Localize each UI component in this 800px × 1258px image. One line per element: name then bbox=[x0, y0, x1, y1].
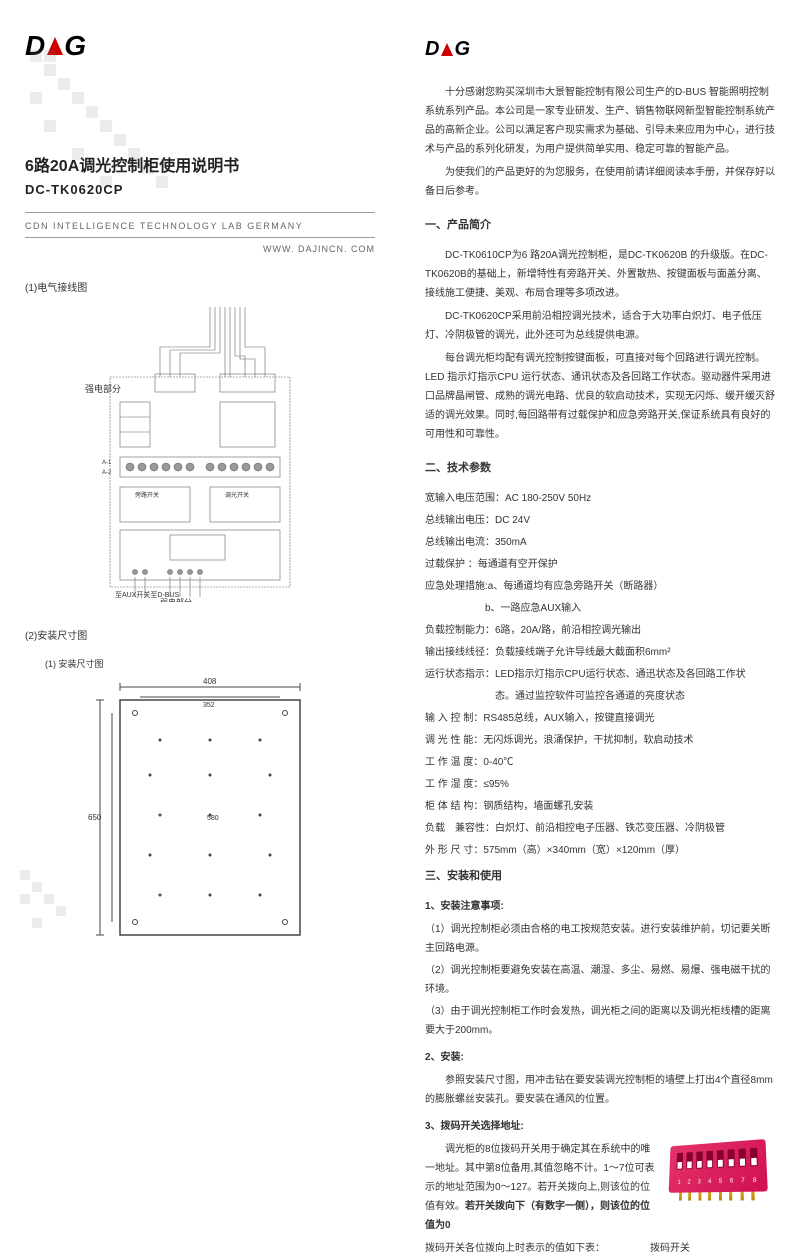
note-4: 参照安装尺寸图，用冲击钻在要安装调光控制柜的墙壁上打出4个直径8mm的膨胀螺丝安… bbox=[425, 1071, 775, 1109]
logo-text-2: G bbox=[64, 30, 87, 62]
svg-text:352: 352 bbox=[203, 702, 215, 709]
model-number: DC-TK0620CP bbox=[25, 182, 375, 197]
logo-text-2: G bbox=[454, 30, 471, 68]
note-1: （1）调光控制柜必须由合格的电工按规范安装。进行安装维护前，切记要关断主回路电源… bbox=[425, 920, 775, 958]
svg-text:调光开关: 调光开关 bbox=[225, 491, 249, 499]
left-page: D G 6路20A调光控制柜使用说明书 DC-TK0620CP CDN INTE… bbox=[0, 0, 400, 1129]
spec-item: 态。通过监控软件可监控各通道的亮度状态 bbox=[425, 687, 775, 706]
spec-item: b、一路应急AUX输入 bbox=[425, 599, 775, 618]
section-heading-1: 一、产品简介 bbox=[425, 215, 775, 236]
subheading-3: 3、拨码开关选择地址: bbox=[425, 1117, 775, 1136]
svg-text:旁路开关: 旁路开关 bbox=[135, 491, 159, 499]
svg-text:650: 650 bbox=[88, 813, 102, 822]
section-2-label: (2)安装尺寸图 bbox=[25, 627, 375, 642]
note-3: （3）由于调光控制柜工作时会发热，调光柜之间的距离以及调光柜线槽的距离要大于20… bbox=[425, 1002, 775, 1040]
spec-item: 外 形 尺 寸：575mm（高）×340mm（宽）×120mm（厚） bbox=[425, 841, 775, 860]
spec-item: 负载 兼容性：白炽灯、前沿相控电子压器、铁芯变压器、冷阴极管 bbox=[425, 819, 775, 838]
logo-triangle-icon bbox=[47, 37, 63, 55]
wiring-diagram: 强电部分 A-1 A-2 bbox=[60, 302, 340, 602]
spec-item: 运行状态指示：LED指示灯指示CPU运行状态、通迅状态及各回路工作状 bbox=[425, 665, 775, 684]
svg-text:A-2: A-2 bbox=[102, 470, 112, 476]
divider bbox=[25, 212, 375, 213]
title-block: 6路20A调光控制柜使用说明书 DC-TK0620CP CDN INTELLIG… bbox=[25, 152, 375, 254]
dimension-diagram: 408 352 650 580 bbox=[70, 675, 330, 945]
spec-item: 工 作 温 度：0-40℃ bbox=[425, 753, 775, 772]
intro-paragraph-2: 为使我们的产品更好的为您服务，在使用前请详细阅读本手册，并保存好以备日后参考。 bbox=[425, 163, 775, 201]
svg-text:A-1: A-1 bbox=[102, 460, 112, 466]
product-desc-2: DC-TK0620CP采用前沿相控调光技术，适合于大功率白炽灯、电子低压灯、冷阴… bbox=[425, 307, 775, 345]
logo-triangle-icon bbox=[441, 43, 453, 56]
spec-item: 工 作 湿 度：≤95% bbox=[425, 775, 775, 794]
intro-paragraph-1: 十分感谢您购买深圳市大景智能控制有限公司生产的D-BUS 智能照明控制系统系列产… bbox=[425, 83, 775, 159]
spec-item: 输出接线线径：负载接线端子允许导线最大截面积6mm² bbox=[425, 643, 775, 662]
subtitle: CDN INTELLIGENCE TECHNOLOGY LAB GERMANY bbox=[25, 221, 375, 231]
product-desc-1: DC-TK0610CP为6 路20A调光控制柜，是DC-TK0620B 的升级版… bbox=[425, 246, 775, 303]
subheading-1: 1、安装注意事项: bbox=[425, 897, 775, 916]
svg-text:弱电部分: 弱电部分 bbox=[160, 597, 192, 602]
note-6: 拨码开关各位拨向上时表示的值如下表： 拨码开关 bbox=[425, 1239, 775, 1258]
spec-item: 宽输入电压范围：AC 180-250V 50Hz bbox=[425, 489, 775, 508]
spec-item: 总线输出电流：350mA bbox=[425, 533, 775, 552]
spec-item: 应急处理措施:a、每通道均有应急旁路开关（断路器） bbox=[425, 577, 775, 596]
dim-sublabel: (1) 安装尺寸图 bbox=[45, 657, 375, 670]
right-page: D G 十分感谢您购买深圳市大景智能控制有限公司生产的D-BUS 智能照明控制系… bbox=[400, 0, 800, 1129]
section-heading-2: 二、技术参数 bbox=[425, 458, 775, 479]
spec-item: 调 光 性 能：无闪烁调光，浪涌保护，干扰抑制，软启动技术 bbox=[425, 731, 775, 750]
spec-item: 过载保护 ：每通道有空开保护 bbox=[425, 555, 775, 574]
section-1-label: (1)电气接线图 bbox=[25, 279, 375, 294]
divider bbox=[25, 237, 375, 238]
website: WWW. DAJINCN. COM bbox=[25, 244, 375, 254]
note-2: （2）调光控制柜要避免安装在高温、潮湿、多尘、易燃、易爆、强电磁干扰的环境。 bbox=[425, 961, 775, 999]
main-title: 6路20A调光控制柜使用说明书 bbox=[25, 152, 375, 176]
specs-list: 宽输入电压范围：AC 180-250V 50Hz 总线输出电压：DC 24V 总线输… bbox=[425, 489, 775, 860]
logo-text-1: D bbox=[25, 30, 46, 62]
svg-text:580: 580 bbox=[207, 815, 219, 822]
spec-item: 输 入 控 制：RS485总线，AUX输入，按键直接调光 bbox=[425, 709, 775, 728]
spec-item: 柜 体 结 构：钢质结构，墙面螺孔安装 bbox=[425, 797, 775, 816]
section-heading-3: 三、安装和使用 bbox=[425, 866, 775, 887]
dip-switch-image: 12 34 56 78 bbox=[665, 1142, 775, 1217]
svg-text:强电部分: 强电部分 bbox=[85, 383, 121, 394]
logo: D G bbox=[25, 30, 375, 62]
subheading-2: 2、安装: bbox=[425, 1048, 775, 1067]
spec-item: 负载控制能力：6路，20A/路，前沿相控调光输出 bbox=[425, 621, 775, 640]
product-desc-3: 每台调光柜均配有调光控制按键面板，可直接对每个回路进行调光控制。LED 指示灯指… bbox=[425, 349, 775, 444]
spec-item: 总线输出电压：DC 24V bbox=[425, 511, 775, 530]
svg-text:408: 408 bbox=[203, 677, 217, 686]
logo-text-1: D bbox=[425, 30, 440, 68]
logo: D G bbox=[425, 30, 775, 68]
